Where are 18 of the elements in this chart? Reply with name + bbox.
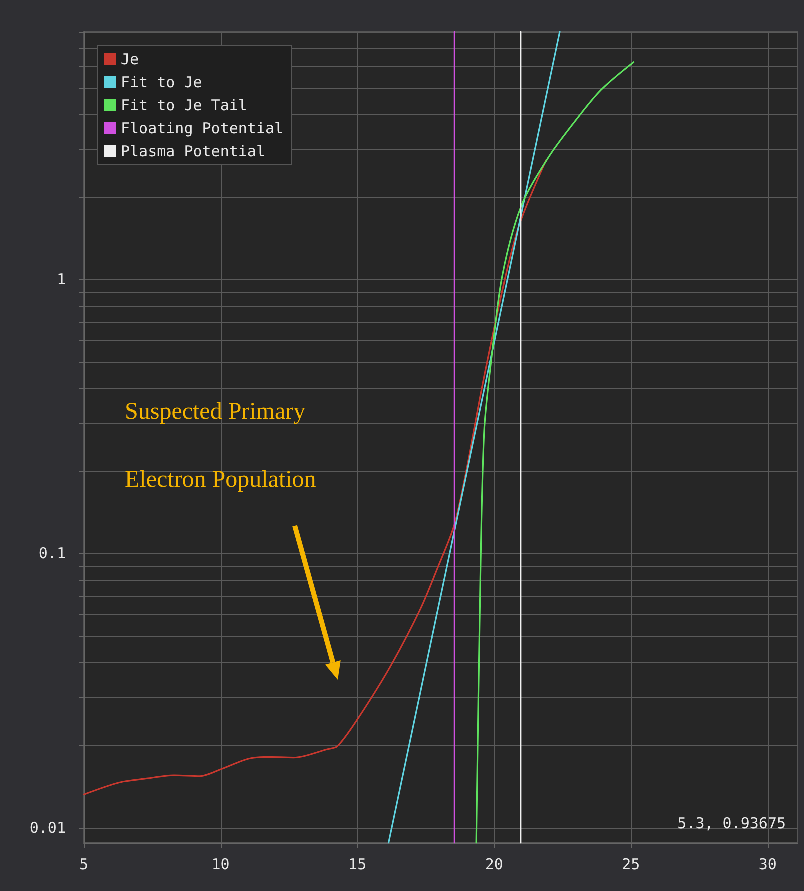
x-tick-label: 10 <box>212 856 230 874</box>
y-tick-label: 0.01 <box>30 818 66 837</box>
x-tick-label: 30 <box>758 856 777 874</box>
legend-label: Fit to Je <box>121 74 202 92</box>
y-tick-label: 1 <box>56 270 66 289</box>
y-tick-label: 0.1 <box>38 544 66 563</box>
line-series <box>476 62 635 844</box>
legend-label: Plasma Potential <box>121 142 266 160</box>
line-series <box>83 160 548 796</box>
x-tick-label: 5 <box>79 856 89 874</box>
x-tick-label: 20 <box>485 856 504 874</box>
legend-label: Floating Potential <box>121 120 284 138</box>
legend-label: Fit to Je Tail <box>121 96 248 114</box>
note: Suspected Primary Electron Population <box>125 398 318 495</box>
x-tick-label: 25 <box>622 856 640 874</box>
x-tick-label: 15 <box>348 856 367 874</box>
annotation: 5.3, 0.93675 <box>678 814 786 832</box>
legend-label: Je <box>121 50 140 68</box>
